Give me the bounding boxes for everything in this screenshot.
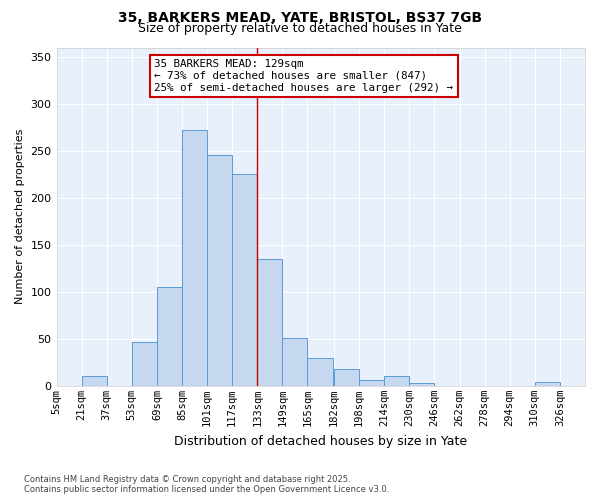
Bar: [334, 369, 359, 386]
Bar: [232, 174, 257, 386]
Bar: [207, 154, 232, 386]
Bar: [182, 130, 207, 386]
Bar: [359, 380, 384, 386]
Bar: [82, 376, 107, 386]
Bar: [384, 376, 409, 386]
Bar: [257, 259, 283, 386]
Bar: [132, 342, 157, 386]
Bar: [283, 338, 307, 386]
Bar: [409, 383, 434, 386]
Y-axis label: Number of detached properties: Number of detached properties: [15, 129, 25, 304]
Bar: [535, 382, 560, 386]
Bar: [157, 287, 182, 386]
Text: 35 BARKERS MEAD: 129sqm
← 73% of detached houses are smaller (847)
25% of semi-d: 35 BARKERS MEAD: 129sqm ← 73% of detache…: [154, 60, 454, 92]
Text: Contains HM Land Registry data © Crown copyright and database right 2025.
Contai: Contains HM Land Registry data © Crown c…: [24, 474, 389, 494]
Bar: [307, 358, 332, 386]
X-axis label: Distribution of detached houses by size in Yate: Distribution of detached houses by size …: [174, 434, 467, 448]
Text: Size of property relative to detached houses in Yate: Size of property relative to detached ho…: [138, 22, 462, 35]
Text: 35, BARKERS MEAD, YATE, BRISTOL, BS37 7GB: 35, BARKERS MEAD, YATE, BRISTOL, BS37 7G…: [118, 11, 482, 25]
